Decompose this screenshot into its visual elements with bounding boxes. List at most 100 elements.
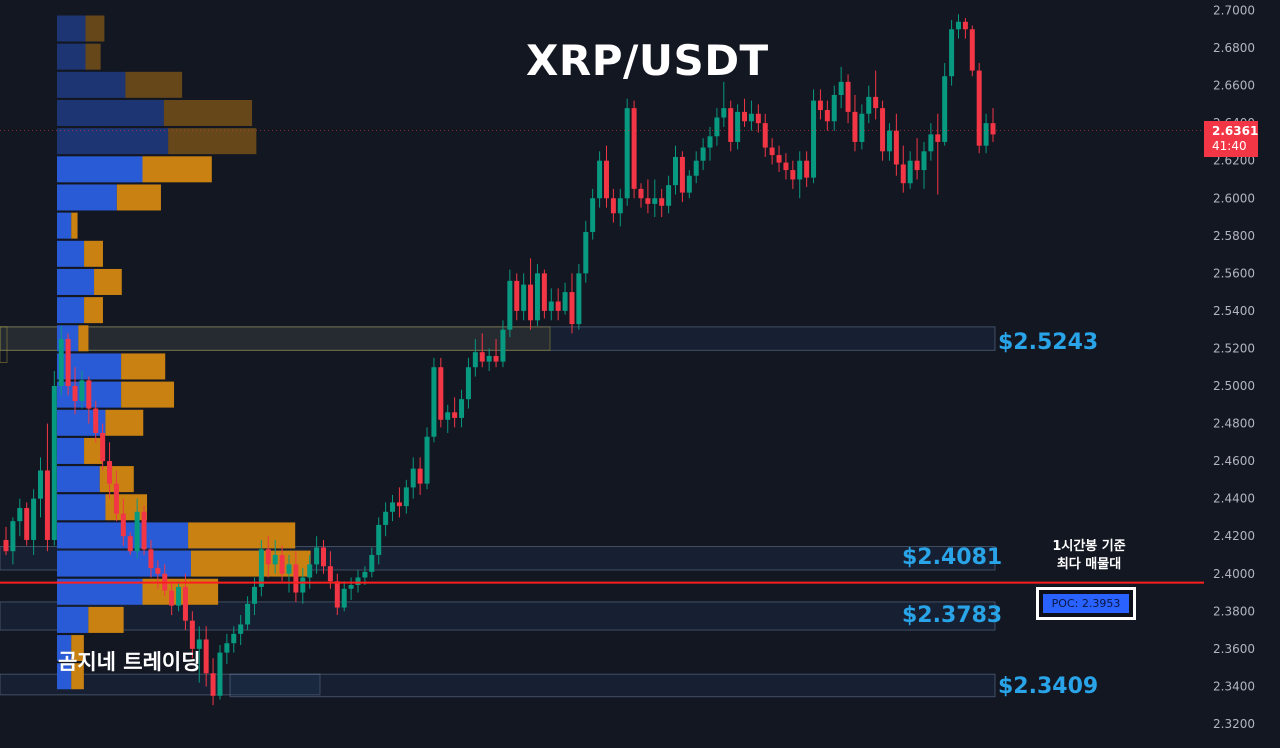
candle-body [72,386,78,402]
candle-body [817,100,823,111]
volume-bar-sell [190,550,311,577]
candle-body [479,352,485,362]
y-tick-label: 2.5000 [1213,379,1255,393]
candle-body [307,564,313,578]
volume-bar-sell [168,128,257,155]
y-tick-label: 2.4600 [1213,454,1255,468]
level-label-2: $2.4081 [902,545,1003,570]
volume-bar-sell [125,71,183,98]
watermark-text: 곰지네 트레이딩 [58,650,201,674]
candle-body [900,164,906,184]
volume-bar-buy [57,156,143,183]
candle-body [721,108,727,118]
volume-bar-buy [57,466,100,493]
annotation-line-1: 1시간봉 기준 [1052,539,1126,554]
y-tick-label: 2.6600 [1213,79,1255,93]
current-price-countdown: 41:40 [1212,139,1247,153]
candle-body [783,162,789,171]
candle-body [624,108,630,199]
candle-body [314,547,320,565]
candle-body [873,96,879,109]
candle-body [942,76,948,142]
candle-body [631,108,637,189]
level-label-1: $2.5243 [998,330,1099,355]
volume-bar-buy [57,15,86,42]
y-tick-label: 2.5200 [1213,341,1255,355]
candle-body [811,100,817,178]
candle-body [534,273,540,321]
candle-body [880,108,886,152]
candle-body [320,547,326,567]
y-tick-label: 2.4400 [1213,492,1255,506]
candle-body [334,581,340,608]
y-tick-label: 2.4000 [1213,567,1255,581]
candle-body [58,339,64,386]
level-zone-edge [0,326,8,364]
candle-body [576,273,582,325]
volume-bar-sell [71,635,84,662]
candle-body [748,113,754,122]
candle-body [666,185,672,206]
candle-body [928,134,934,152]
candle-body [383,511,389,525]
candle-body [714,117,720,137]
y-tick-label: 2.6800 [1213,41,1255,55]
candle-body [238,624,244,634]
volume-bar-buy [57,550,191,577]
candle-body [886,130,892,152]
volume-bar-sell [84,437,103,464]
volume-bar-sell [105,494,148,521]
candle-body [955,21,961,30]
volume-bar-sell [84,297,103,324]
volume-bar-buy [57,297,85,324]
volume-bar-sell [71,663,84,690]
candle-body [107,461,113,484]
level-zone [0,601,996,631]
y-tick-label: 2.3600 [1213,642,1255,656]
annotation-note: 1시간봉 기준 최다 매물대 [1034,538,1144,574]
candle-body [700,147,706,161]
candle-body [845,81,851,112]
candle-body [962,21,968,30]
candle-body [251,586,257,604]
candle-body [44,470,50,540]
volume-bar-sell [94,268,122,295]
candle-body [790,170,796,180]
level-zone [229,673,996,698]
candle-body [521,284,527,311]
candle-body [603,160,609,199]
candle-body [983,123,989,146]
candle-body [562,292,568,311]
candle-body [148,549,154,569]
candle-body [990,123,996,135]
y-tick-label: 2.4200 [1213,529,1255,543]
candle-body [452,412,458,418]
volume-bar-buy [57,437,85,464]
candle-body [189,620,195,649]
candle-body [31,498,37,540]
candle-body [610,198,616,214]
candle-body [459,399,465,418]
candle-body [217,652,223,696]
volume-bar-sell [121,353,166,380]
candle-body [369,554,375,572]
candle-body [762,123,768,148]
volume-bar-sell [85,15,105,42]
volume-bar-buy [57,212,72,239]
candle-body [893,130,899,165]
candle-body [3,539,9,552]
y-tick-label: 2.3200 [1213,717,1255,731]
candle-body [866,96,872,114]
candle-body [286,564,292,574]
candle-body [293,564,299,593]
candle-body [245,603,251,625]
candle-body [224,643,230,653]
candle-body [617,198,623,214]
volume-bar-buy [57,128,169,155]
y-tick-label: 2.3800 [1213,604,1255,618]
candle-body [679,156,685,193]
candle-body [590,198,596,233]
candle-body [921,151,927,171]
chart-title: XRP/USDT [526,36,769,85]
